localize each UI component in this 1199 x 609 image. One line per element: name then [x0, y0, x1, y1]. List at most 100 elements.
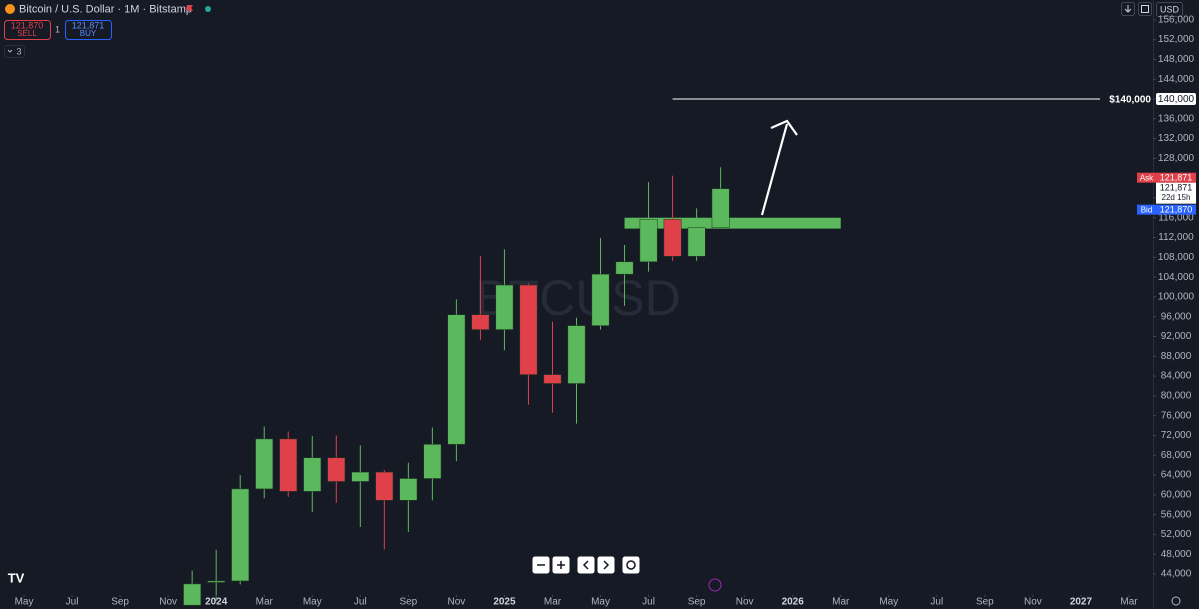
- currency-button[interactable]: [1156, 2, 1183, 17]
- event-icon[interactable]: [708, 578, 722, 592]
- support-zone: [624, 217, 841, 229]
- candle-body: [375, 471, 394, 501]
- sell-price: 121,870: [11, 20, 44, 30]
- scroll-left-button[interactable]: [577, 556, 595, 574]
- candle-body: [327, 457, 346, 482]
- y-tick-label: 92,000: [1161, 331, 1192, 342]
- x-tick-label: Nov: [736, 597, 754, 608]
- candle-body: [567, 325, 586, 384]
- candle-body: [303, 457, 322, 492]
- x-tick-label: May: [879, 597, 898, 608]
- bid-price: 121,870: [1160, 205, 1193, 215]
- fullscreen-icon: [1141, 5, 1149, 13]
- y-tick-label: 48,000: [1161, 549, 1192, 560]
- candle-body: [663, 218, 682, 257]
- x-tick-label: May: [15, 597, 34, 608]
- target-axis-label: 140,000: [1158, 94, 1195, 105]
- y-tick-label: 88,000: [1161, 351, 1192, 362]
- settings-icon[interactable]: [1171, 596, 1181, 606]
- y-tick-label: 136,000: [1158, 113, 1195, 124]
- flag-icon[interactable]: [187, 5, 193, 11]
- candle-body: [399, 478, 418, 501]
- chevron: [7, 49, 13, 53]
- y-tick-label: 100,000: [1158, 292, 1195, 303]
- target-badge: [1156, 92, 1196, 105]
- bid-tag-bg: [1137, 204, 1156, 215]
- y-tick-label: 60,000: [1161, 489, 1192, 500]
- coin-icon: [5, 4, 15, 14]
- ask-tag-bg: [1137, 172, 1156, 183]
- y-tick-label: 76,000: [1161, 410, 1192, 421]
- y-tick-label: 56,000: [1161, 509, 1192, 520]
- candle-body: [639, 218, 658, 263]
- x-tick-label: May: [591, 597, 610, 608]
- y-tick-label: 96,000: [1161, 311, 1192, 322]
- y-tick-label: 104,000: [1158, 272, 1195, 283]
- currency: USD: [1160, 4, 1180, 14]
- candle-body: [711, 188, 730, 228]
- bid-badge: [1156, 204, 1196, 215]
- y-tick-label: 144,000: [1158, 74, 1195, 85]
- y-tick-label: 112,000: [1158, 232, 1194, 243]
- y-tick-label: 80,000: [1161, 391, 1192, 402]
- y-tick-label: 156,000: [1158, 14, 1195, 25]
- last-badge: [1156, 182, 1196, 204]
- ask-badge: [1156, 172, 1196, 183]
- x-tick-label: 2025: [493, 597, 516, 608]
- x-tick-label: Sep: [399, 597, 417, 608]
- nav-buttons: [532, 556, 640, 574]
- buy-label: BUY: [80, 29, 97, 38]
- last-price: 121,871: [1160, 183, 1193, 193]
- x-tick-label: Sep: [688, 597, 706, 608]
- x-tick-label: Mar: [1120, 597, 1138, 608]
- candle-body: [591, 273, 610, 326]
- reset-button[interactable]: [622, 556, 640, 574]
- x-tick-label: Nov: [1024, 597, 1042, 608]
- y-tick-label: 148,000: [1158, 54, 1195, 65]
- y-tick-label: 44,000: [1161, 569, 1192, 580]
- x-tick-label: Jul: [354, 597, 367, 608]
- y-tick-label: 68,000: [1161, 450, 1192, 461]
- candle-body: [615, 261, 634, 275]
- y-tick-label: 72,000: [1161, 430, 1192, 441]
- sell-label: SELL: [17, 29, 37, 38]
- x-tick-label: Sep: [111, 597, 129, 608]
- scroll-right-button[interactable]: [597, 556, 615, 574]
- left-icon: [582, 560, 589, 570]
- candle-body: [519, 284, 538, 375]
- x-tick-label: Jul: [66, 597, 79, 608]
- indicators-toggle[interactable]: [4, 45, 25, 58]
- ask-price: 121,871: [1160, 173, 1193, 183]
- candle-body: [495, 284, 514, 330]
- x-tick-label: Jul: [642, 597, 655, 608]
- plot: [183, 98, 1100, 606]
- ask-tag: Ask: [1140, 173, 1154, 182]
- logo: TV: [8, 570, 25, 585]
- x-tick-label: Mar: [832, 597, 850, 608]
- bid-tag: Bid: [1141, 205, 1153, 214]
- arrow: [760, 119, 798, 216]
- y-tick-label: 108,000: [1158, 252, 1195, 263]
- x-tick-label: Jul: [930, 597, 943, 608]
- quantity: 1: [55, 24, 60, 34]
- download-button[interactable]: [1121, 2, 1135, 16]
- reset-icon: [626, 560, 636, 570]
- candle-body: [279, 438, 298, 492]
- target-label: $140,000: [1109, 95, 1151, 106]
- buy-button[interactable]: [65, 20, 112, 40]
- x-tick-label: Mar: [544, 597, 562, 608]
- y-tick-label: 52,000: [1161, 529, 1192, 540]
- x-tick-label: 2027: [1070, 597, 1093, 608]
- fullscreen-button[interactable]: [1138, 2, 1152, 16]
- y-tick-label: 64,000: [1161, 470, 1192, 481]
- x-tick-label: Nov: [159, 597, 177, 608]
- sell-button[interactable]: [4, 20, 51, 40]
- countdown: 22d 15h: [1162, 193, 1191, 202]
- x-tick-label: May: [303, 597, 322, 608]
- indicators-count: 3: [16, 46, 21, 56]
- candle-body: [687, 227, 706, 257]
- x-tick-label: 2024: [205, 597, 228, 608]
- y-tick-label: 152,000: [1158, 34, 1195, 45]
- x-tick-label: Mar: [256, 597, 274, 608]
